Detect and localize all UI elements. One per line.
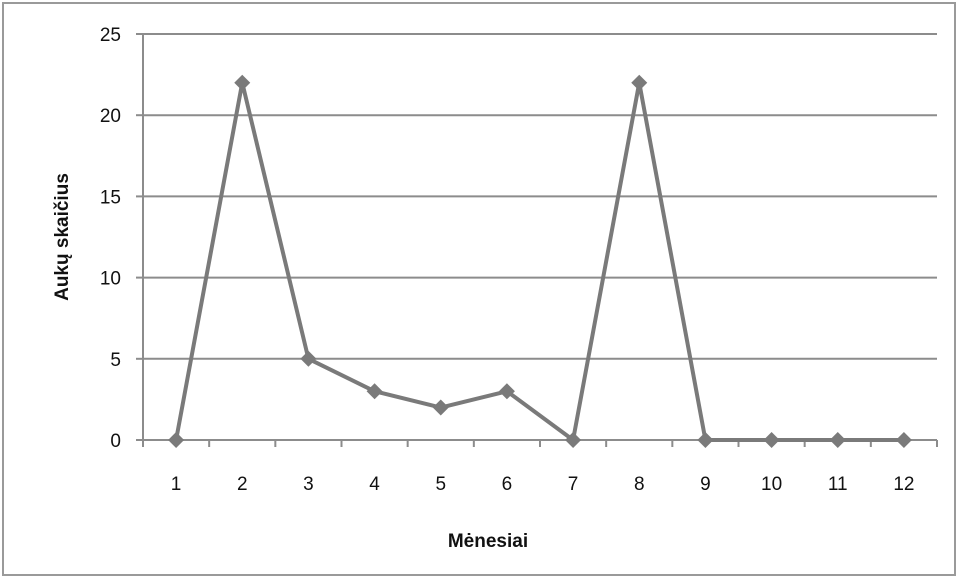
x-tick-label: 6 — [502, 474, 513, 495]
y-tick-label: 15 — [100, 187, 121, 208]
x-tick-labels: 1 2 3 4 5 6 7 8 9 10 11 12 — [171, 474, 915, 495]
x-tick-label: 10 — [761, 474, 782, 495]
data-point-marker — [432, 399, 449, 416]
x-axis-title: Mėnesiai — [448, 531, 528, 552]
data-point-marker — [498, 383, 515, 400]
y-tick-labels: 0 5 10 15 20 25 — [100, 25, 121, 452]
data-point-marker — [631, 74, 648, 91]
x-tick-label: 2 — [237, 474, 248, 495]
data-point-marker — [697, 432, 714, 448]
x-tick-label: 12 — [893, 474, 914, 495]
y-tick-label: 20 — [100, 106, 121, 127]
data-point-marker — [234, 74, 251, 91]
data-point-marker — [565, 432, 582, 448]
y-tick-label: 0 — [110, 431, 121, 452]
chart-frame — [2, 2, 956, 576]
x-tick-label: 9 — [700, 474, 711, 495]
data-point-marker — [168, 432, 185, 448]
axes — [136, 33, 938, 447]
x-tick-label: 4 — [369, 474, 380, 495]
x-tick-label: 3 — [303, 474, 314, 495]
series-group — [168, 74, 912, 448]
x-tick-label: 8 — [634, 474, 645, 495]
y-tick-label: 10 — [100, 269, 121, 290]
x-tick-label: 5 — [435, 474, 446, 495]
x-tick-label: 11 — [828, 474, 848, 495]
y-axis-title: Aukų skaičius — [52, 173, 73, 301]
data-point-marker — [366, 383, 383, 400]
y-tick-label: 5 — [110, 350, 121, 371]
data-point-marker — [829, 432, 846, 448]
gridlines — [143, 33, 937, 360]
data-point-marker — [300, 350, 317, 367]
x-tick-label: 1 — [171, 474, 182, 495]
data-point-marker — [763, 432, 780, 448]
data-point-marker — [895, 432, 912, 448]
series-line — [174, 80, 904, 442]
y-tick-label: 25 — [100, 25, 121, 46]
x-tick-label: 7 — [568, 474, 579, 495]
